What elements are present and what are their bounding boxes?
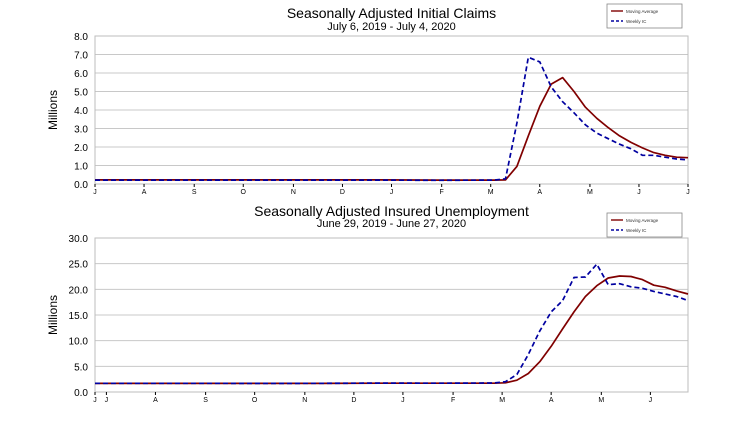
y-tick-label: 1.0: [74, 162, 88, 173]
legend-label: Moving Average: [626, 9, 659, 14]
x-tick-label: S: [192, 189, 197, 196]
y-tick-label: 4.0: [74, 106, 88, 117]
x-tick-label: O: [252, 397, 258, 404]
y-tick-label: 6.0: [74, 69, 88, 80]
x-tick-label: O: [241, 189, 247, 196]
x-tick-label: M: [488, 189, 494, 196]
chart-title: Seasonally Adjusted Insured Unemployment: [254, 203, 529, 219]
y-tick-label: 10.0: [69, 337, 89, 348]
x-tick-label: J: [93, 189, 97, 196]
y-tick-label: 5.0: [74, 88, 88, 99]
legend-label: Weekly IC: [626, 19, 647, 24]
y-axis-label: Millions: [46, 295, 60, 335]
x-tick-label: D: [351, 397, 356, 404]
y-tick-label: 30.0: [69, 234, 89, 245]
x-tick-label: A: [549, 397, 554, 404]
x-tick-label: J: [93, 397, 97, 404]
chart-subtitle: July 6, 2019 - July 4, 2020: [327, 21, 455, 33]
legend-label: Weekly IC: [626, 228, 647, 233]
y-tick-label: 7.0: [74, 51, 88, 62]
y-tick-label: 0.0: [74, 388, 88, 399]
x-tick-label: J: [649, 397, 653, 404]
series-line-weekly-ic: [95, 263, 689, 385]
series-line-weekly-ic: [95, 56, 689, 182]
x-tick-label: A: [537, 189, 542, 196]
y-tick-label: 20.0: [69, 285, 89, 296]
y-tick-label: 8.0: [74, 32, 88, 43]
x-tick-label: F: [440, 189, 444, 196]
x-tick-label: M: [587, 189, 593, 196]
x-tick-label: M: [598, 397, 604, 404]
chart-subtitle: June 29, 2019 - June 27, 2020: [317, 218, 466, 230]
x-tick-label: J: [686, 189, 690, 196]
chart-title: Seasonally Adjusted Initial Claims: [287, 5, 496, 21]
plot-area: [94, 237, 689, 393]
x-tick-label: N: [291, 189, 296, 196]
x-tick-label: N: [302, 397, 307, 404]
legend-box: [606, 212, 683, 238]
x-tick-label: D: [340, 189, 345, 196]
y-tick-label: 0.0: [74, 180, 88, 191]
y-tick-label: 25.0: [69, 260, 89, 271]
x-tick-label: J: [637, 189, 641, 196]
series-line-moving-average: [95, 275, 689, 385]
y-tick-label: 2.0: [74, 143, 88, 154]
x-tick-label: J: [390, 189, 394, 196]
x-tick-label: A: [153, 397, 158, 404]
x-tick-label: J: [105, 397, 109, 404]
x-tick-label: A: [142, 189, 147, 196]
y-tick-label: 15.0: [69, 311, 89, 322]
legend-label: Moving Average: [626, 218, 659, 223]
x-tick-label: F: [451, 397, 455, 404]
x-tick-label: M: [499, 397, 505, 404]
x-tick-label: J: [401, 397, 405, 404]
x-tick-label: S: [203, 397, 208, 404]
y-tick-label: 5.0: [74, 362, 88, 373]
legend-box: [606, 3, 683, 29]
y-axis-label: Millions: [46, 90, 60, 130]
y-tick-label: 3.0: [74, 125, 88, 136]
